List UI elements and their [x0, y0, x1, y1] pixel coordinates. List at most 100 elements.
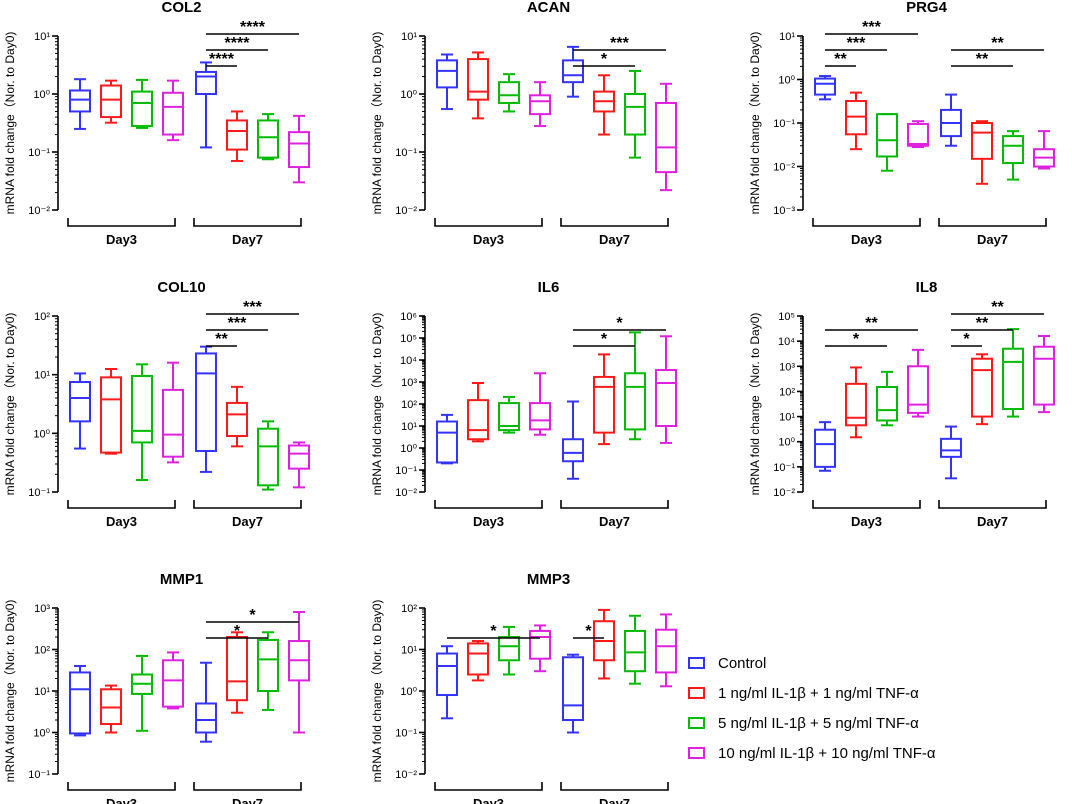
group-bracket [434, 782, 543, 791]
significance-label: * [234, 623, 241, 640]
legend-swatch-5ng [688, 717, 705, 729]
y-tick-label: 10⁰ [400, 686, 417, 698]
panel-title: IL6 [538, 279, 560, 296]
y-tick-label: 10¹ [779, 412, 795, 424]
box-day7-series-0 [195, 661, 217, 743]
box-day3-series-3 [907, 120, 929, 149]
group-label: Day3 [473, 514, 504, 529]
box-day3-series-2 [876, 370, 898, 427]
box-body [876, 113, 898, 158]
box-day3-series-0 [69, 665, 91, 737]
group-bracket [67, 500, 176, 509]
box-day7-series-3 [288, 114, 310, 184]
y-tick-label: 10⁻¹ [395, 147, 417, 159]
box-body [257, 427, 279, 487]
panel-title: ACAN [527, 0, 570, 16]
group-bracket [193, 218, 302, 227]
significance-label: *** [862, 19, 881, 36]
box-day7-series-1 [971, 120, 993, 185]
box-body [1002, 135, 1024, 165]
box-day7-series-0 [562, 45, 584, 98]
group-bracket [938, 218, 1047, 227]
y-tick-label: 10¹ [34, 686, 50, 698]
box-body [226, 636, 248, 702]
y-tick-label: 10¹ [34, 31, 50, 43]
box-body [940, 437, 962, 458]
y-tick-label: 10² [779, 386, 795, 398]
box-day7-series-2 [1002, 328, 1024, 418]
box-body [288, 131, 310, 169]
panel-title: MMP1 [160, 571, 203, 588]
box-body [624, 629, 646, 673]
group-label: Day3 [106, 514, 137, 529]
y-tick-label: 10² [401, 603, 417, 615]
box-body [100, 376, 122, 454]
y-tick-label: 10³ [779, 361, 795, 373]
y-tick-label: 10⁵ [778, 311, 795, 323]
y-axis-label: mRNA fold change（Nor. to Day0) [370, 600, 384, 783]
box-day7-series-0 [940, 93, 962, 147]
y-tick-label: 10⁵ [400, 333, 417, 345]
y-tick-label: 10⁻¹ [773, 462, 795, 474]
significance-label: ** [976, 315, 989, 332]
y-tick-label: 10⁶ [400, 311, 417, 323]
legend-swatch-control [688, 657, 705, 669]
group-bracket [434, 500, 543, 509]
group-bracket [67, 218, 176, 227]
box-day3-series-1 [100, 79, 122, 124]
significance-label: ** [834, 51, 847, 68]
significance-label: * [601, 51, 608, 68]
box-day7-series-2 [1002, 130, 1024, 181]
box-day3-series-3 [162, 79, 184, 142]
y-tick-label: 10⁰ [33, 428, 50, 440]
box-day7-series-0 [195, 345, 217, 473]
y-axis-label: mRNA fold change（Nor. to Day0) [748, 313, 762, 496]
y-tick-label: 10⁴ [400, 355, 417, 367]
box-day3-series-2 [131, 363, 153, 482]
y-tick-label: 10³ [34, 603, 50, 615]
y-tick-label: 10⁰ [400, 443, 417, 455]
box-day7-series-1 [971, 353, 993, 426]
box-day3-series-0 [69, 78, 91, 130]
box-body [1002, 347, 1024, 411]
box-body [467, 58, 489, 101]
box-day3-series-3 [529, 81, 551, 128]
box-body [562, 438, 584, 463]
group-label: Day3 [473, 232, 504, 247]
group-label: Day7 [599, 796, 630, 804]
group-bracket [560, 782, 669, 791]
panel-title: COL10 [157, 279, 205, 296]
panel-mmp3: MMP3 mRNA fold change（Nor. to Day0) 10⁻² 10… [370, 571, 677, 804]
legend: Control 1 ng/ml IL-1β + 1 ng/ml TNF-α 5 … [688, 648, 1068, 768]
box-body [876, 386, 898, 422]
y-tick-label: 10⁰ [33, 728, 50, 740]
box-body [257, 119, 279, 159]
significance-label: *** [228, 315, 247, 332]
box-day3-series-3 [162, 651, 184, 710]
y-tick-label: 10⁻¹ [28, 147, 50, 159]
group-label: Day3 [106, 232, 137, 247]
box-day7-series-0 [562, 400, 584, 480]
significance-label: *** [243, 299, 262, 316]
box-day7-series-1 [226, 110, 248, 162]
box-day3-series-0 [436, 53, 458, 111]
box-body [162, 388, 184, 458]
box-body [467, 399, 489, 441]
box-day3-series-0 [814, 75, 836, 101]
y-tick-label: 10⁻¹ [395, 465, 417, 477]
box-day3-series-3 [162, 361, 184, 464]
group-label: Day7 [977, 514, 1008, 529]
group-label: Day7 [232, 796, 263, 804]
group-bracket [434, 218, 543, 227]
box-body [624, 93, 646, 136]
box-day3-series-3 [529, 624, 551, 673]
y-tick-label: 10⁻¹ [28, 769, 50, 781]
panel-title: MMP3 [527, 571, 570, 588]
legend-label: 10 ng/ml IL-1β + 10 ng/ml TNF-α [718, 744, 936, 762]
box-day7-series-2 [624, 331, 646, 441]
box-day3-series-2 [876, 113, 898, 172]
box-day3-series-2 [131, 78, 153, 129]
significance-label: * [601, 331, 608, 348]
group-label: Day3 [473, 796, 504, 804]
group-bracket [560, 218, 669, 227]
